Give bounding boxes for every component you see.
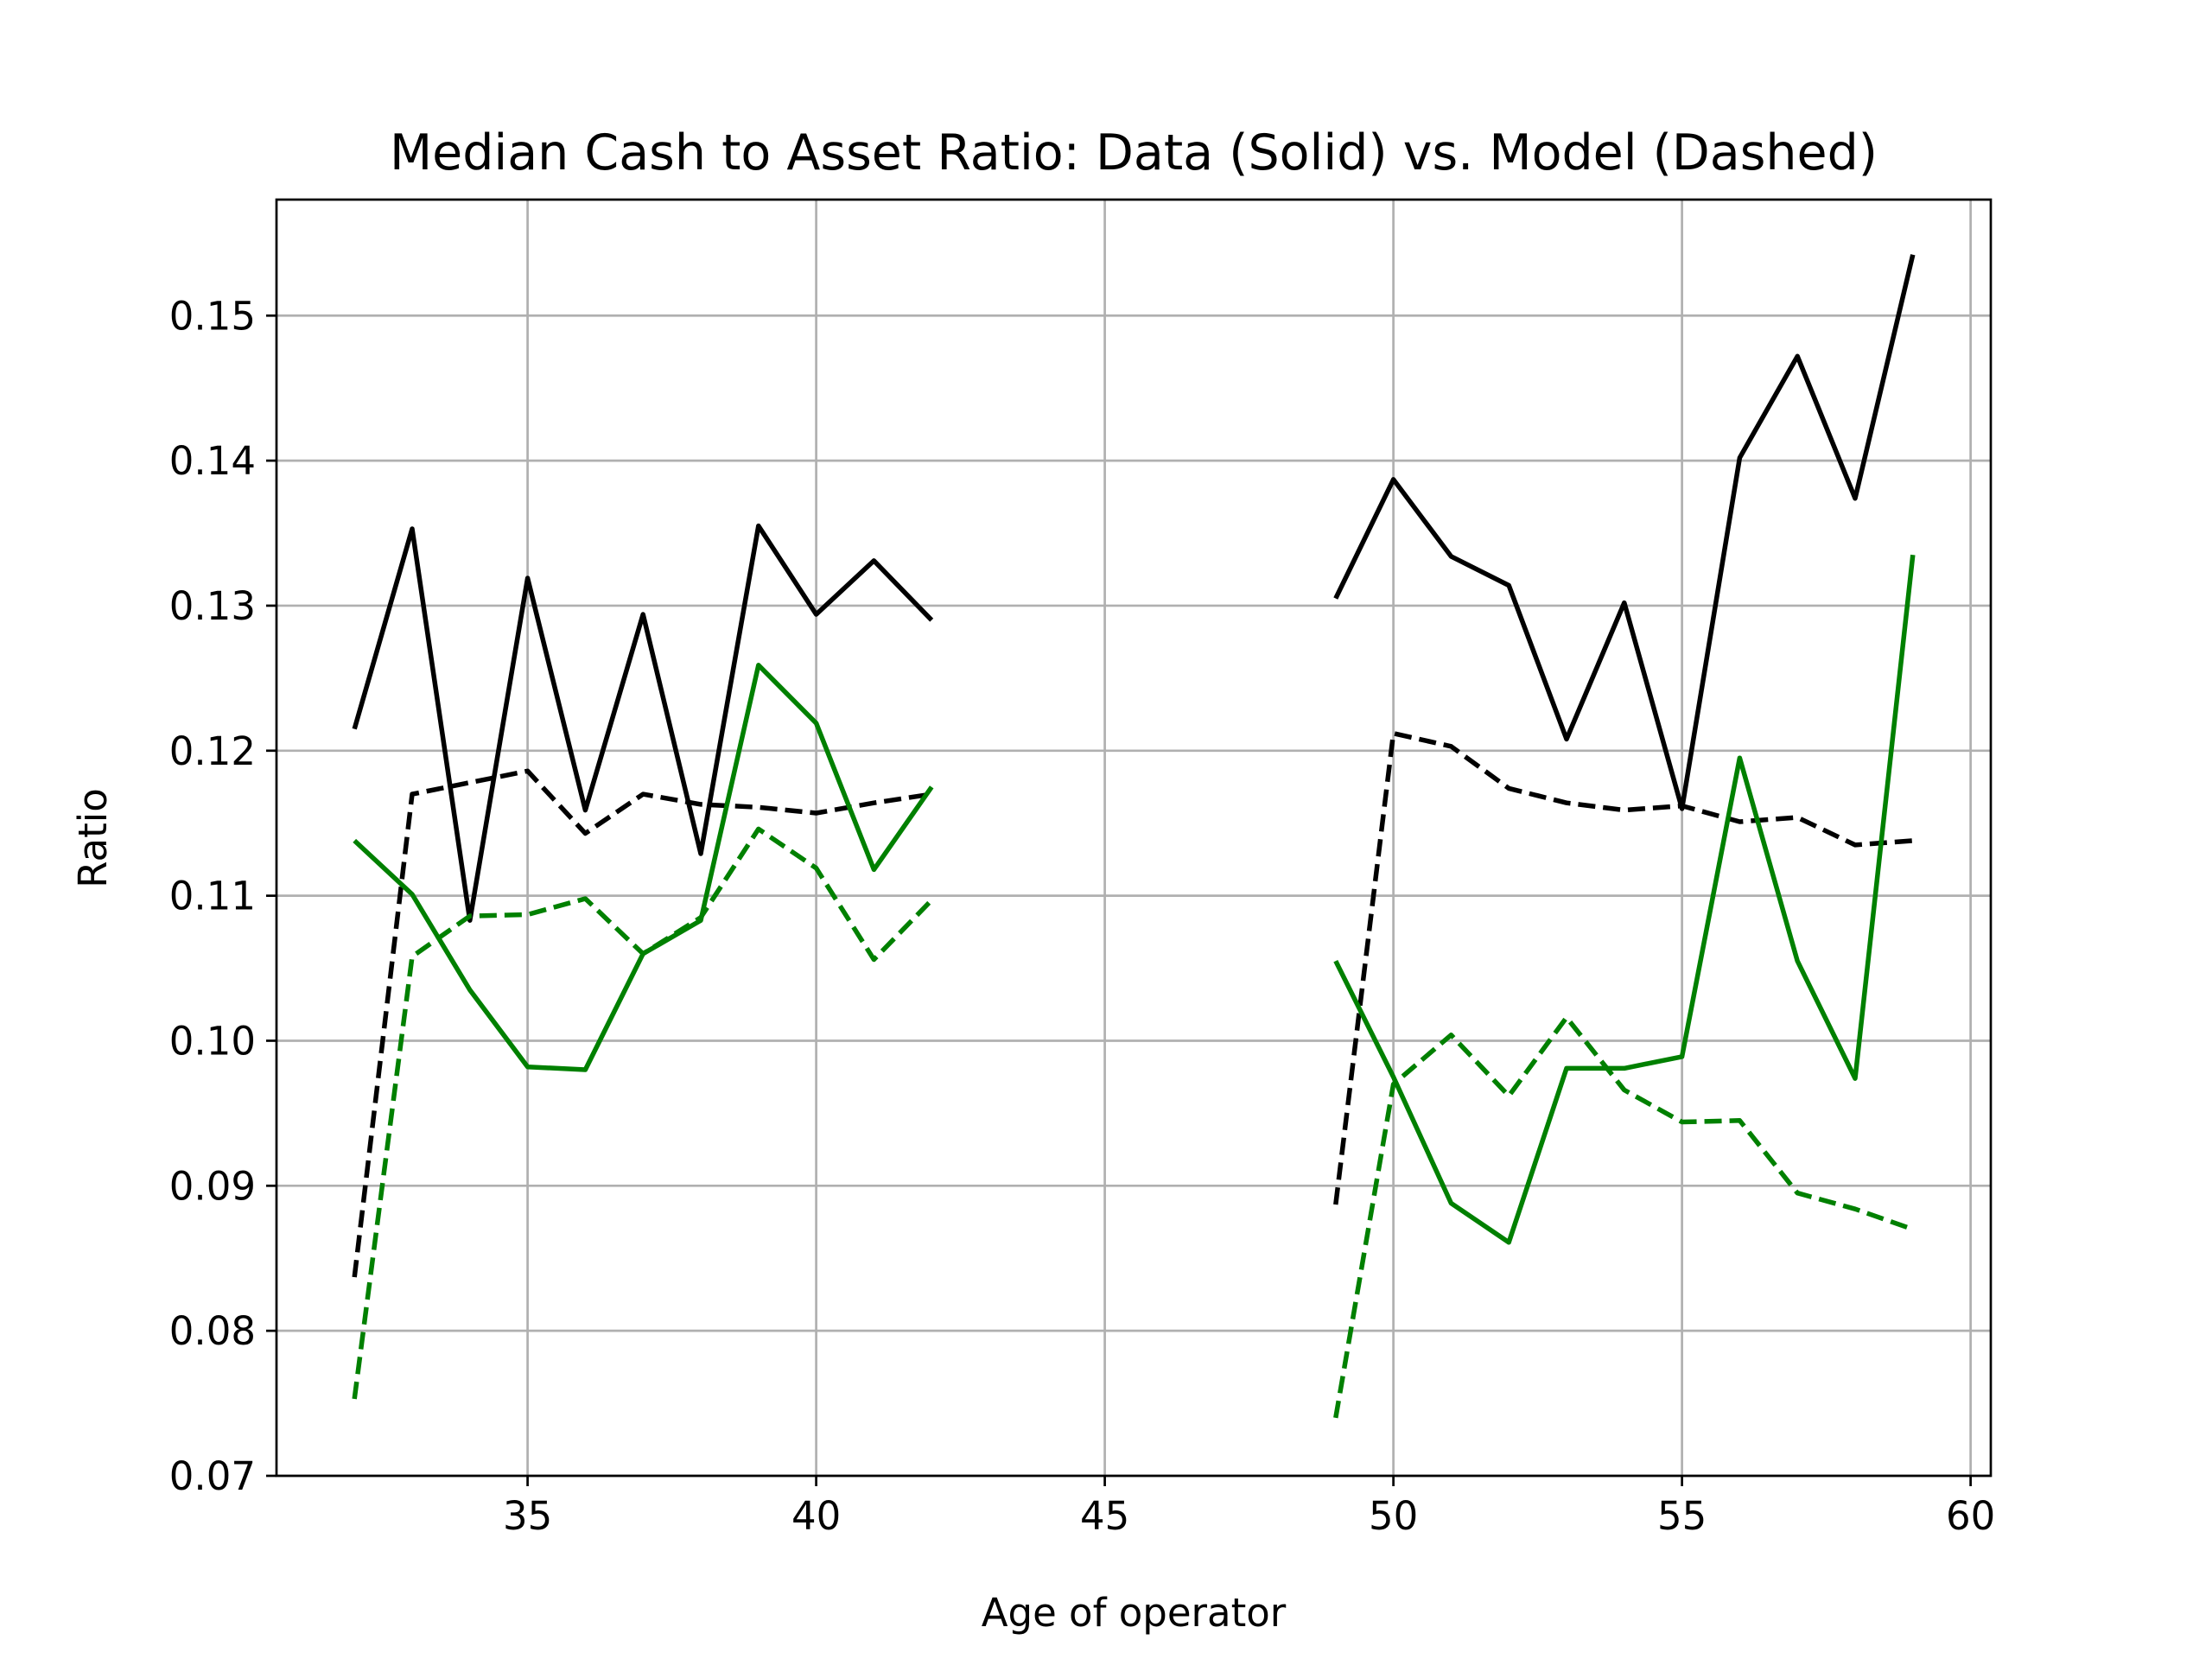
x-tick-label: 50 [1369,1493,1418,1539]
ticks: 35 40 45 50 55 60 0.07 0.08 0.09 0.10 0.11 0.12 0.13… [169,293,1995,1539]
y-tick-label: 0.11 [169,874,256,919]
series-line-green-solid-2 [1333,554,1916,1245]
series-group [352,254,1916,1419]
y-tick-label: 0.09 [169,1163,256,1209]
x-tick-label: 35 [503,1493,552,1539]
x-axis-label: Age of operator [982,1590,1287,1636]
y-tick-label: 0.14 [169,438,256,484]
series-line-green-dashed-2 [1333,1014,1914,1419]
y-tick-label: 0.07 [169,1453,256,1499]
series-line-green-dashed-1 [352,826,934,1400]
series-line-black-solid-2 [1333,254,1916,811]
y-tick-label: 0.15 [169,293,256,339]
y-tick-label: 0.08 [169,1308,256,1354]
y-tick-label: 0.13 [169,583,256,629]
y-axis-label: Ratio [70,788,116,888]
series-line-black-dashed-2 [1333,730,1914,1205]
series-line-black-dashed-1 [352,768,932,1278]
plot-frame [275,198,1993,1478]
x-tick-label: 45 [1080,1493,1129,1539]
x-tick-label: 60 [1946,1493,1995,1539]
x-tick-label: 55 [1657,1493,1707,1539]
y-tick-label: 0.10 [169,1018,256,1064]
grid [276,200,1991,1478]
chart-title: Median Cash to Asset Ratio: Data (Solid)… [390,124,1878,181]
y-tick-label: 0.12 [169,728,256,774]
series-line-black-solid-1 [352,523,934,923]
x-tick-label: 40 [791,1493,841,1539]
